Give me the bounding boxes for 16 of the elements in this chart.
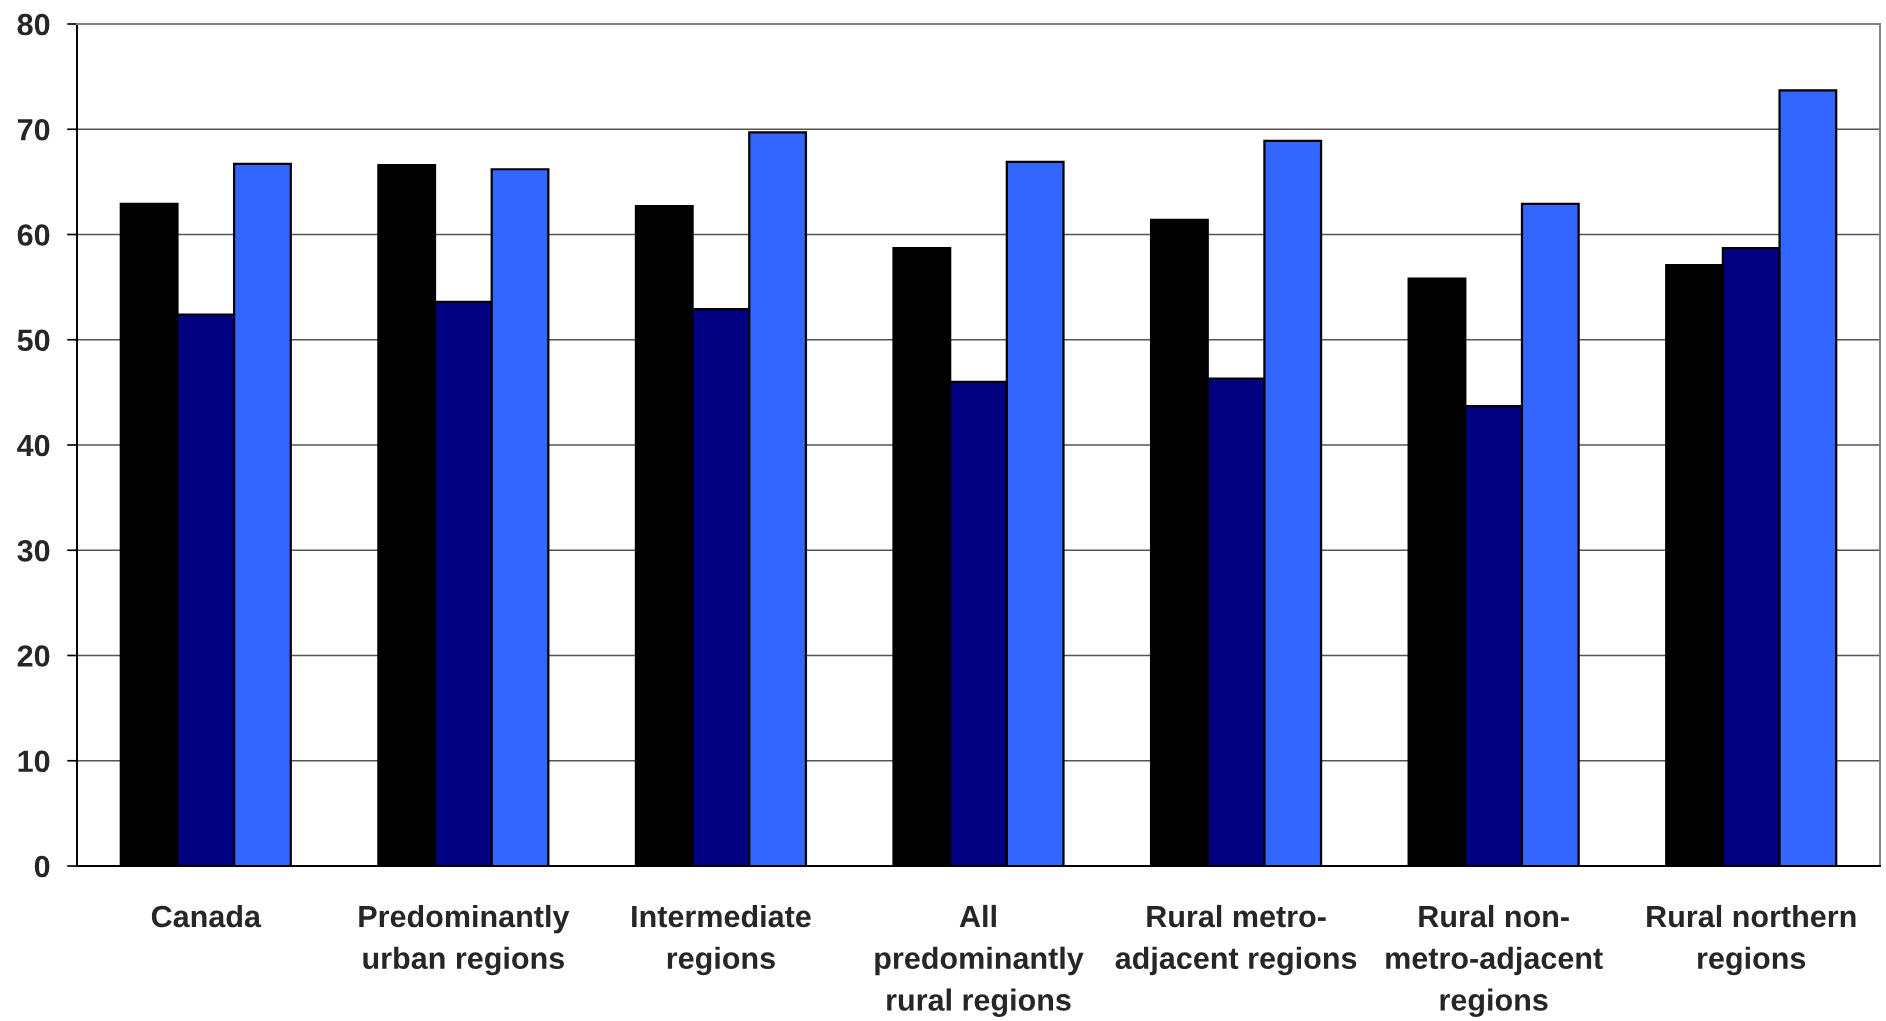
x-tick-label: Rural non-metro-adjacent regions <box>1386 904 1603 1018</box>
y-tick-label: 30 <box>17 539 50 562</box>
x-tick-label: Rural metro-adjacent regions <box>1115 904 1357 976</box>
x-tick-label: Rural northern regions <box>1647 904 1856 976</box>
x-tick-label: Intermediate regions <box>632 904 811 976</box>
y-tick-label: 60 <box>17 224 50 246</box>
x-tick-label: Predominantly urban regions <box>359 904 570 976</box>
y-tick-label: 20 <box>17 645 50 667</box>
y-tick-label: 70 <box>17 118 50 141</box>
x-tick-label: All predominantly rural regions <box>875 904 1084 1018</box>
y-tick-label: 40 <box>17 434 50 457</box>
y-tick-label: 10 <box>18 750 50 773</box>
y-tick-label: 80 <box>17 13 50 36</box>
x-tick-label: Canada <box>151 904 262 928</box>
y-tick-label: 0 <box>34 855 50 878</box>
y-tick-label: 50 <box>17 329 50 352</box>
